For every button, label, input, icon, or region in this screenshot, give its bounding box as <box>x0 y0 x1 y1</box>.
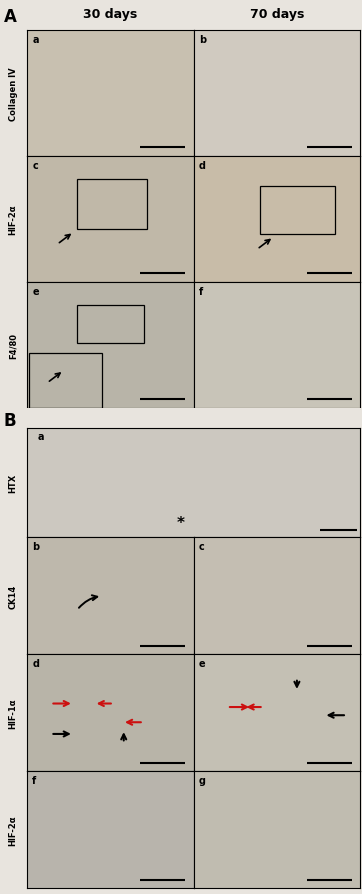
Text: b: b <box>32 541 39 552</box>
Text: HIF-2α: HIF-2α <box>9 814 17 845</box>
Text: HIF-2α: HIF-2α <box>9 205 17 235</box>
Text: f: f <box>199 287 203 297</box>
Text: d: d <box>199 161 206 171</box>
Text: f: f <box>32 775 37 785</box>
Text: a: a <box>37 432 44 442</box>
Text: d: d <box>32 658 39 668</box>
Text: c: c <box>199 541 205 552</box>
Text: *: * <box>176 515 184 530</box>
Bar <box>77 306 144 343</box>
Text: B: B <box>4 411 16 430</box>
Text: g: g <box>199 775 206 785</box>
Bar <box>77 180 147 230</box>
Text: HTX: HTX <box>9 474 17 493</box>
Text: a: a <box>32 35 39 45</box>
Text: e: e <box>199 658 205 668</box>
Bar <box>260 187 335 235</box>
Text: b: b <box>199 35 206 45</box>
Text: e: e <box>32 287 39 297</box>
Text: Collagen IV: Collagen IV <box>9 67 17 121</box>
Bar <box>29 353 102 409</box>
Text: HIF-1α: HIF-1α <box>9 698 17 729</box>
Text: A: A <box>4 8 17 26</box>
Text: CK14: CK14 <box>9 584 17 608</box>
Text: F4/80: F4/80 <box>9 333 17 358</box>
Text: 70 days: 70 days <box>250 7 304 21</box>
Text: 30 days: 30 days <box>83 7 138 21</box>
Text: c: c <box>32 161 38 171</box>
